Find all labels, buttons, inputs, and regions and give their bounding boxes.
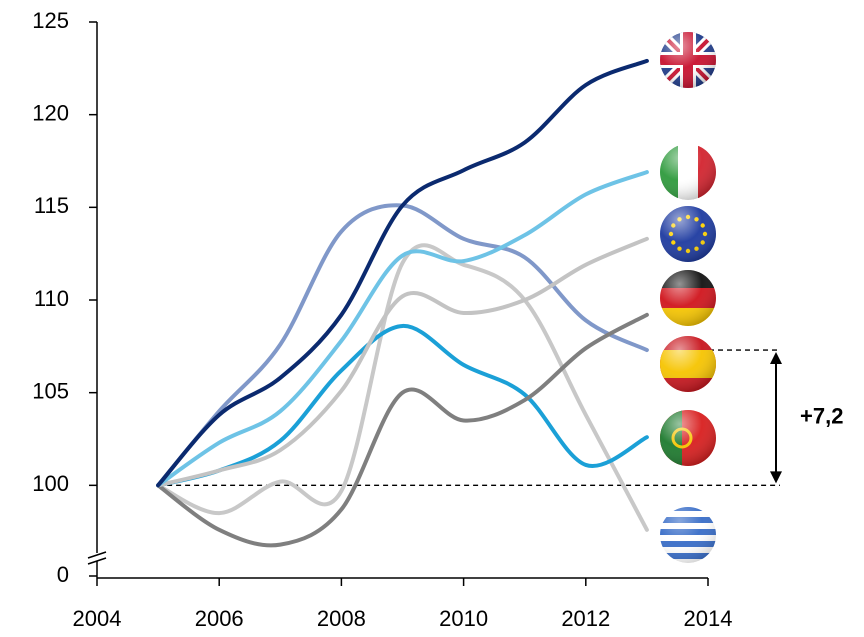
y-tick-label: 110	[34, 286, 69, 311]
flag-uk	[660, 32, 716, 88]
y-tick-label: 105	[32, 378, 69, 403]
series-line	[156, 58, 649, 488]
x-tick-label: 2014	[684, 606, 733, 631]
y-tick-label: 0	[57, 562, 69, 587]
axis-break-gap	[89, 553, 105, 561]
series-line	[156, 170, 649, 488]
series-line	[156, 243, 649, 532]
y-tick-label: 125	[32, 8, 69, 33]
x-tick-label: 2006	[195, 606, 244, 631]
y-tick-label: 100	[32, 471, 69, 496]
y-tick-label: 115	[34, 193, 69, 218]
flag-eu	[660, 206, 716, 262]
arrow-head	[770, 471, 782, 484]
series-line	[156, 323, 649, 488]
flag-portugal	[660, 410, 716, 466]
axis-break	[87, 551, 107, 559]
flags	[660, 32, 716, 563]
flag-germany	[660, 270, 716, 326]
annotation: +7,2	[800, 403, 843, 428]
axis-break	[87, 557, 107, 565]
flag-italy	[660, 144, 716, 200]
flag-greece	[660, 507, 716, 563]
x-tick-label: 2012	[561, 606, 610, 631]
arrow-head	[770, 352, 782, 365]
x-tick-label: 2010	[439, 606, 488, 631]
flag-spain	[660, 336, 716, 392]
series-line	[156, 236, 649, 488]
x-tick-label: 2004	[73, 606, 122, 631]
y-tick-label: 120	[32, 100, 69, 125]
series-line	[156, 203, 649, 488]
x-tick-label: 2008	[317, 606, 366, 631]
series-line	[156, 312, 649, 548]
